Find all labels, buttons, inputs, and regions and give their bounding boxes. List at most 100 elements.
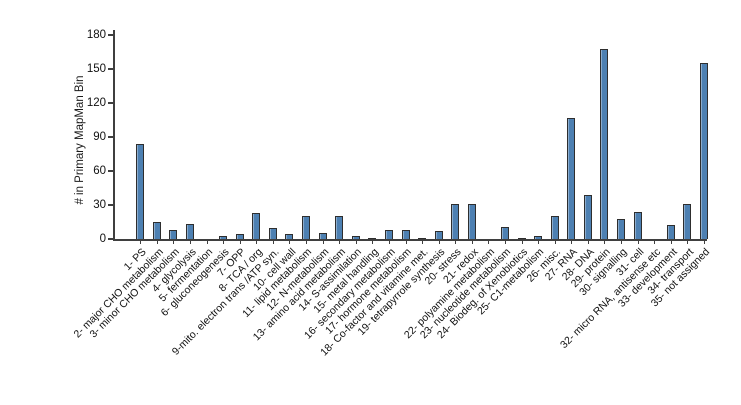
x-tick-mark bbox=[438, 241, 440, 244]
bar-column: 31- cell bbox=[614, 30, 646, 278]
bar-column: 30- signalling bbox=[577, 30, 630, 298]
bar-column: 6- gluconeogenesis bbox=[159, 30, 232, 319]
bar bbox=[467, 203, 476, 239]
y-tick-label: 90 bbox=[93, 131, 106, 143]
bar bbox=[219, 235, 228, 239]
bar bbox=[699, 63, 708, 239]
bar bbox=[633, 211, 642, 239]
x-tick-mark bbox=[140, 241, 142, 244]
y-tick-mark bbox=[108, 34, 113, 36]
bar-column: 23- nucleotide metabolism bbox=[418, 30, 514, 341]
bar bbox=[418, 237, 427, 239]
x-tick-mark bbox=[587, 241, 589, 244]
bar bbox=[235, 234, 244, 239]
x-tick-mark bbox=[372, 241, 374, 244]
y-tick-mark bbox=[108, 204, 113, 206]
x-tick-mark bbox=[256, 241, 258, 244]
x-tick-mark bbox=[272, 241, 274, 244]
x-tick-mark bbox=[422, 241, 424, 244]
bar bbox=[351, 235, 360, 239]
y-axis-line bbox=[113, 30, 115, 240]
x-tick-mark bbox=[521, 241, 523, 244]
y-tick-mark bbox=[108, 136, 113, 138]
bar-column: 26- misc. bbox=[525, 30, 563, 285]
y-tick-mark bbox=[108, 102, 113, 104]
bar bbox=[136, 143, 145, 239]
bar-column: 34- transport bbox=[645, 30, 696, 297]
bar bbox=[617, 218, 626, 239]
bar bbox=[368, 237, 377, 239]
x-tick-mark bbox=[538, 241, 540, 244]
bar-column: 16- secondary metabolism bbox=[302, 30, 397, 342]
x-tick-mark bbox=[173, 241, 175, 244]
bar-column: 12- N-metabolism bbox=[264, 30, 331, 313]
bar bbox=[285, 234, 294, 239]
y-tick-mark bbox=[108, 170, 113, 172]
bar-column: 19- tetrapyrrole synthesis bbox=[355, 30, 447, 338]
bar bbox=[517, 237, 526, 239]
bar bbox=[600, 48, 609, 239]
bar-column: 13- amino acid metabolism bbox=[251, 30, 348, 343]
bar-column: 10- cell wall bbox=[251, 30, 298, 293]
x-tick-mark bbox=[703, 241, 705, 244]
x-tick-mark bbox=[687, 241, 689, 244]
x-tick-mark bbox=[156, 241, 158, 244]
bar bbox=[501, 226, 509, 239]
bar bbox=[302, 216, 311, 239]
x-tick-mark bbox=[571, 241, 573, 244]
y-tick-label: 0 bbox=[99, 233, 106, 245]
x-tick-mark bbox=[190, 241, 192, 244]
bar bbox=[434, 231, 443, 239]
x-tick-mark bbox=[239, 241, 241, 244]
x-tick-mark bbox=[388, 241, 390, 244]
bar-column: 35- not assigned bbox=[649, 30, 712, 309]
bar bbox=[318, 233, 327, 239]
y-tick-label: 30 bbox=[93, 199, 106, 211]
bar-column: 7- OPP bbox=[215, 30, 248, 279]
x-tick-mark bbox=[505, 241, 506, 244]
bar-column: 18- Co-factor and vitamine met. bbox=[318, 30, 431, 358]
x-tick-mark bbox=[339, 241, 341, 244]
bar bbox=[384, 229, 393, 239]
bar-column: 17- hormone metabolism bbox=[323, 30, 414, 337]
x-axis-label: 2- major CHO metabolism bbox=[71, 246, 166, 341]
bar bbox=[550, 216, 559, 239]
bar bbox=[567, 117, 576, 239]
bar bbox=[169, 229, 178, 239]
x-tick-mark bbox=[405, 241, 407, 244]
bar-column: 33- development bbox=[615, 30, 679, 310]
bar bbox=[335, 216, 344, 239]
bar bbox=[451, 203, 460, 239]
y-tick-label: 60 bbox=[93, 165, 106, 177]
x-tick-mark bbox=[554, 241, 556, 244]
bar bbox=[683, 203, 692, 239]
x-tick-mark bbox=[289, 241, 291, 244]
bar-column: 14- S-assimilation bbox=[297, 30, 364, 313]
bar-column: 27- RNA bbox=[543, 30, 580, 283]
y-tick-mark bbox=[108, 238, 113, 240]
x-tick-mark bbox=[637, 241, 639, 244]
bars-area: 1- PS 2- major CHO metabolism 3- minor CHO… bbox=[71, 30, 712, 358]
bar-column: 2- major CHO metabolism bbox=[71, 30, 165, 340]
bar bbox=[152, 222, 161, 239]
x-tick-mark bbox=[654, 241, 656, 244]
bar-column: 21- redox bbox=[440, 30, 480, 286]
bar-column: 1- PS bbox=[122, 30, 149, 273]
bar bbox=[401, 229, 410, 239]
bar bbox=[666, 225, 675, 239]
x-tick-mark bbox=[621, 241, 623, 244]
bar-column: 3- minor CHO metabolism bbox=[88, 30, 182, 340]
bar-column: 28- DNA bbox=[559, 30, 596, 283]
bar-column: 29- protein bbox=[569, 30, 613, 290]
x-tick-mark bbox=[455, 241, 457, 244]
bar bbox=[186, 224, 195, 239]
y-tick-label: 150 bbox=[86, 63, 106, 75]
bar-column: 22- polyamine metabolism bbox=[402, 30, 497, 341]
y-tick-label: 180 bbox=[86, 29, 106, 41]
bar bbox=[252, 212, 261, 239]
bar-column: 4- glycolysis bbox=[150, 30, 199, 295]
x-tick-mark bbox=[604, 241, 606, 244]
y-tick-label: 120 bbox=[86, 97, 106, 109]
x-tick-mark bbox=[670, 241, 672, 244]
